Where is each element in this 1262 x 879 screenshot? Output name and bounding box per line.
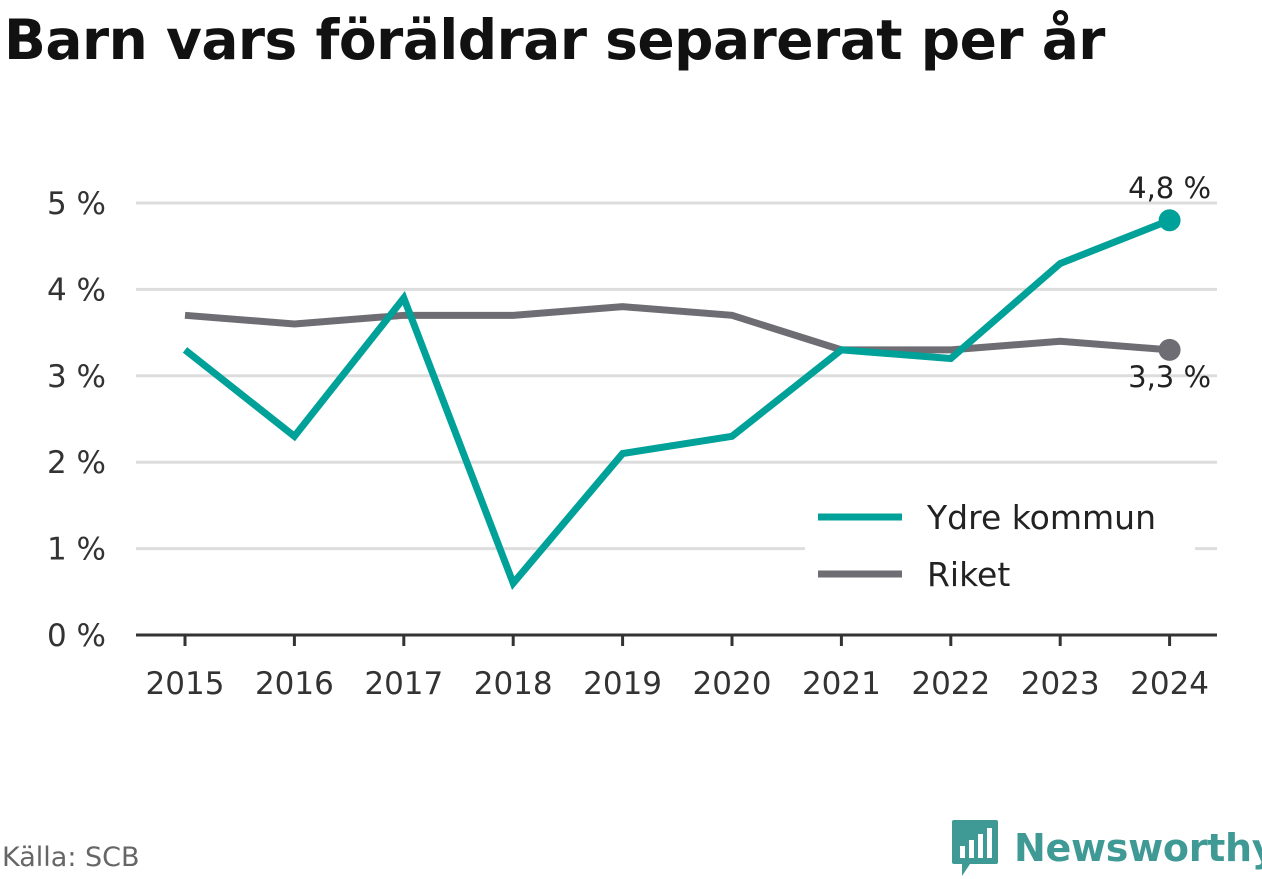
brand-name: Newsworthy	[1014, 826, 1262, 870]
series-line-riket	[184, 303, 1170, 354]
y-tick-label: 2 %	[47, 445, 106, 481]
y-tick-label: 3 %	[47, 359, 106, 395]
chart-title: Barn vars föräldrar separerat per år	[4, 8, 1105, 72]
bar-chart-speech-bubble-icon	[952, 820, 998, 876]
x-tick-label: 2018	[474, 666, 553, 702]
line-chart: 0 %1 %2 %3 %4 %5 % 2015 2016 2017 2018 2019 2…	[47, 171, 1217, 702]
source-note: Källa: SCB	[2, 842, 140, 873]
y-tick-label: 0 %	[47, 618, 106, 654]
x-tick-label: 2024	[1130, 666, 1209, 702]
legend: Ydre kommun Riket	[805, 492, 1195, 604]
y-axis-ticks: 0 % 1 % 2 % 3 % 4 % 5 %	[47, 186, 106, 654]
x-tick-label: 2015	[146, 666, 225, 702]
end-point	[1158, 338, 1181, 361]
y-tick-label: 1 %	[47, 532, 106, 568]
brand-logo: Newsworthy	[950, 818, 1262, 878]
legend-label: Riket	[927, 555, 1010, 594]
x-tick-label: 2020	[693, 666, 772, 702]
y-tick-label: 5 %	[47, 186, 106, 222]
x-tick-label: 2019	[583, 666, 662, 702]
end-labels: 4,8 % 3,3 %	[1128, 171, 1211, 394]
series-line-ydre-kommun	[182, 217, 1171, 590]
end-label-ydre: 4,8 %	[1128, 171, 1211, 205]
x-tick-label: 2022	[911, 666, 990, 702]
x-tick-label: 2016	[255, 666, 334, 702]
x-axis: 2015 2016 2017 2018 2019 2020 2021 2022 2023 2024	[136, 633, 1217, 702]
y-tick-label: 4 %	[47, 272, 106, 308]
x-tick-label: 2021	[802, 666, 881, 702]
end-point	[1158, 209, 1181, 232]
x-tick-label: 2017	[364, 666, 443, 702]
series-lines	[182, 209, 1181, 590]
legend-background	[805, 492, 1195, 604]
legend-label: Ydre kommun	[926, 498, 1156, 537]
x-tick-label: 2023	[1021, 666, 1100, 702]
end-label-riket: 3,3 %	[1128, 360, 1211, 394]
